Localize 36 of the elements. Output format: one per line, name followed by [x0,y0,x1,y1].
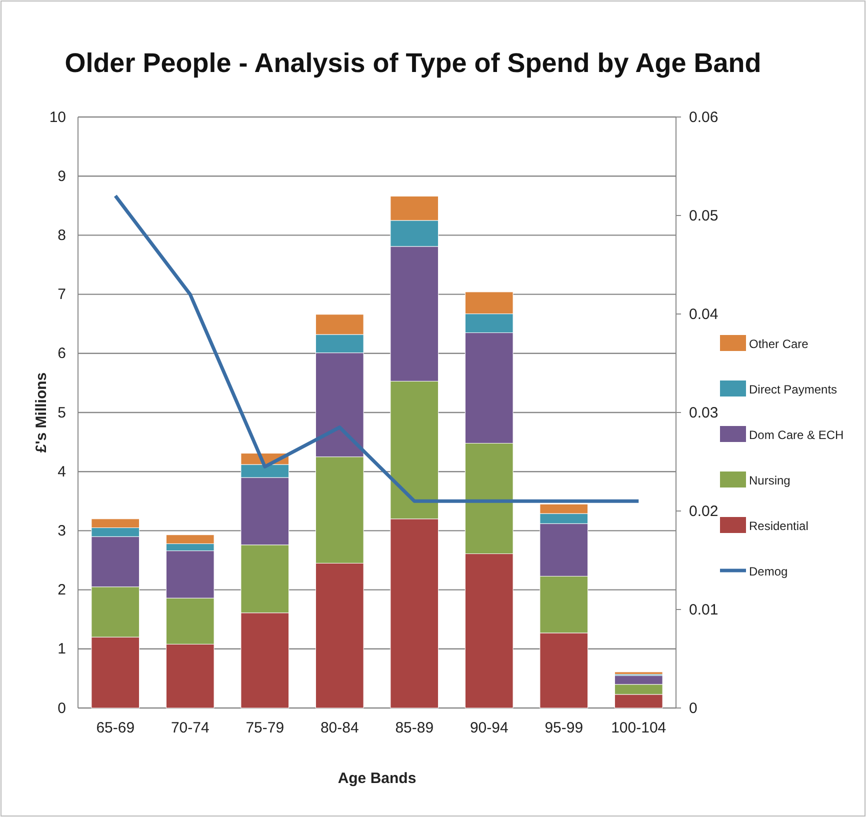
y-axis-title: £'s Millions [33,372,50,453]
legend-label: Nursing [749,474,790,488]
y-tick-label: 8 [58,227,66,244]
y-tick-label: 1 [58,640,66,658]
y-tick-label: 6 [58,345,66,362]
x-tick-label: 95-99 [544,720,584,737]
y-tick-label: 3 [58,522,66,540]
legend-label: Residential [749,519,808,533]
legend-label: Other Care [749,337,809,351]
line-series [114,194,640,503]
y-tick-label: 5 [58,404,66,422]
x-tick-label: 100-104 [611,720,666,737]
x-tick-label: 80-84 [320,720,359,737]
x-tick-label: 75-79 [246,720,284,737]
y2-tick-label: 0.05 [689,207,718,224]
y2-tick-label: 0.01 [689,601,718,618]
y2-tick-label: 0 [689,700,698,717]
y2-tick-label: 0.02 [689,502,718,520]
x-tick-label: 85-89 [395,720,434,737]
chart-title: Older People - Analysis of Type of Spend by Age Band [64,48,762,78]
x-tick-label: 70-74 [170,720,210,737]
legend-label: Demog [749,564,788,578]
x-axis-title: Age Bands [338,770,416,787]
y-tick-label: 10 [49,108,66,126]
x-tick-label: 65-69 [96,720,135,737]
y-tick-label: 9 [58,168,66,185]
y2-tick-label: 0.06 [689,108,718,126]
y-tick-label: 7 [58,286,66,304]
legend-label: Dom Care & ECH [749,428,844,442]
x-tick-label: 90-94 [470,720,508,737]
y-tick-label: 0 [58,700,66,717]
legend-label: Direct Payments [749,382,838,396]
y2-tick-label: 0.04 [689,306,718,323]
y2-tick-label: 0.03 [689,404,718,422]
y-tick-label: 2 [58,582,66,599]
y-tick-label: 4 [58,463,66,480]
